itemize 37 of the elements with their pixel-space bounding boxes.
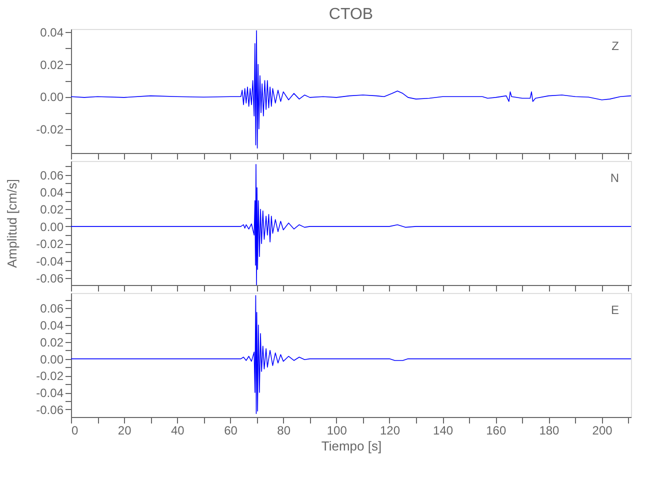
x-tick-label: 80 (277, 424, 291, 438)
y-tick-label: 0.04 (40, 26, 64, 40)
y-tick-label: 0.06 (40, 302, 64, 316)
annotation: N (610, 171, 619, 185)
y-tick-label: 0.02 (40, 202, 64, 217)
y-tick-label: 0.04 (40, 318, 64, 333)
y-tick-label: -0.02 (36, 122, 64, 136)
y-tick-label: 0.04 (40, 186, 64, 200)
x-tick-label: 20 (118, 424, 132, 438)
x-tick-label: 140 (433, 424, 454, 438)
y-tick-label: -0.04 (36, 254, 64, 268)
y-axis-title: Amplitud [cm/s] (4, 179, 20, 268)
y-tick-label: 0.00 (40, 352, 64, 366)
y-tick-label: 0.02 (40, 58, 64, 72)
chart-title: CTOB (328, 6, 374, 24)
x-axis-title: Tiempo [s] (321, 438, 382, 454)
x-tick-label: 0 (72, 424, 78, 438)
y-tick-label: -0.02 (36, 369, 64, 384)
line-series (70, 30, 632, 149)
x-tick-label: 40 (170, 424, 185, 438)
annotation: E (610, 303, 619, 317)
x-tick-label: 100 (326, 424, 348, 438)
y-tick-label: 0.00 (40, 220, 64, 234)
annotation: Z (612, 39, 619, 53)
x-tick-label: 160 (486, 424, 506, 438)
line-series (70, 295, 632, 414)
x-tick-label: 180 (539, 424, 560, 438)
x-tick-label: 120 (380, 424, 400, 438)
y-tick-label: -0.04 (36, 386, 64, 400)
y-tick-label: -0.02 (36, 237, 64, 252)
x-tick-label: 200 (592, 424, 613, 438)
x-tick-label: 60 (224, 424, 238, 438)
y-tick-label: -0.06 (36, 272, 64, 286)
y-tick-label: 0.00 (40, 90, 64, 104)
y-tick-label: -0.06 (36, 402, 64, 417)
y-tick-label: 0.02 (40, 335, 64, 350)
y-tick-label: 0.06 (40, 168, 64, 182)
